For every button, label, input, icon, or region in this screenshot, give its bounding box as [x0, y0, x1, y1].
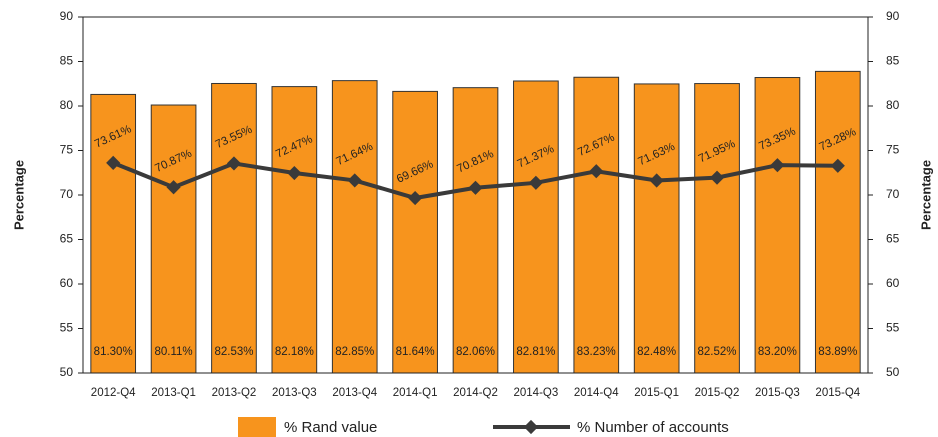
marker	[226, 156, 242, 171]
bar-value-label: 80.11%	[154, 346, 192, 358]
bar-value-label: 81.64%	[396, 346, 435, 358]
marker	[468, 180, 483, 195]
bar	[633, 83, 680, 374]
bar-value-label: 82.48%	[637, 346, 676, 358]
bar	[271, 86, 318, 374]
legend-marker	[523, 419, 539, 435]
marker	[649, 173, 664, 188]
bar-value-label: 83.20%	[758, 346, 797, 358]
x-tick-label: 2013-Q3	[272, 387, 317, 399]
y2-axis-title: Percentage	[918, 160, 933, 230]
legend-label: % Rand value	[284, 419, 377, 436]
y2-tick-label: 80	[886, 98, 900, 112]
x-tick-label: 2015-Q3	[755, 387, 800, 399]
legend-label: % Number of accounts	[577, 419, 729, 436]
legend-swatch	[238, 417, 276, 437]
y-axis-title: Percentage	[11, 160, 26, 230]
plot-frame	[82, 16, 869, 374]
y-tick-label: 75	[60, 143, 74, 157]
y2-tick-label: 85	[886, 54, 900, 68]
marker	[287, 165, 302, 181]
x-tick-label: 2015-Q4	[815, 387, 860, 399]
bar-value-label: 82.53%	[214, 346, 253, 358]
x-tick-label: 2014-Q4	[574, 387, 619, 399]
bar-value-label: 82.06%	[456, 346, 495, 358]
marker	[528, 175, 543, 190]
bar	[513, 80, 559, 374]
y2-tick-label: 90	[886, 9, 900, 23]
y-tick-label: 80	[60, 98, 74, 112]
x-tick-label: 2015-Q2	[695, 387, 740, 399]
bar	[150, 104, 197, 374]
y2-tick-label: 55	[886, 321, 900, 335]
y-tick-label: 85	[60, 54, 74, 68]
x-tick-label: 2013-Q1	[151, 387, 196, 399]
bar	[754, 77, 801, 374]
x-tick-label: 2014-Q3	[514, 387, 559, 399]
marker	[408, 190, 423, 206]
bar	[694, 83, 740, 374]
bar-value-label: 82.85%	[335, 346, 374, 358]
y-tick-label: 60	[60, 276, 74, 290]
bar-value-label: 82.18%	[275, 346, 314, 358]
x-tick-label: 2013-Q4	[332, 387, 377, 399]
bar-value-label: 83.23%	[577, 346, 616, 358]
x-tick-label: 2014-Q1	[393, 387, 438, 399]
y-tick-label: 90	[60, 9, 74, 23]
y-tick-label: 65	[60, 232, 74, 246]
marker	[830, 158, 845, 173]
y2-tick-label: 65	[886, 232, 900, 246]
marker	[166, 180, 181, 195]
marker	[709, 170, 725, 185]
marker	[589, 164, 604, 179]
x-tick-label: 2014-Q2	[453, 387, 498, 399]
marker	[347, 173, 362, 188]
bar	[814, 70, 861, 374]
x-tick-label: 2015-Q1	[634, 387, 679, 399]
x-tick-label: 2012-Q4	[91, 387, 136, 399]
bar-value-label: 81.30%	[94, 346, 133, 358]
bar	[331, 80, 378, 374]
bar	[392, 90, 438, 374]
bar-value-label: 82.81%	[516, 346, 555, 358]
x-tick-label: 2013-Q2	[212, 387, 257, 399]
marker	[770, 158, 785, 173]
bar	[211, 82, 257, 374]
y-tick-label: 70	[60, 187, 74, 201]
y2-tick-label: 60	[886, 276, 900, 290]
bar	[90, 93, 137, 374]
bar-value-label: 83.89%	[818, 346, 857, 358]
y2-tick-label: 70	[886, 187, 900, 201]
y2-tick-label: 50	[886, 365, 900, 379]
bar	[573, 76, 620, 374]
y-tick-label: 55	[60, 321, 74, 335]
y2-tick-label: 75	[886, 143, 900, 157]
bar-value-label: 82.52%	[698, 346, 737, 358]
bar	[452, 87, 499, 374]
y-tick-label: 50	[60, 365, 74, 379]
